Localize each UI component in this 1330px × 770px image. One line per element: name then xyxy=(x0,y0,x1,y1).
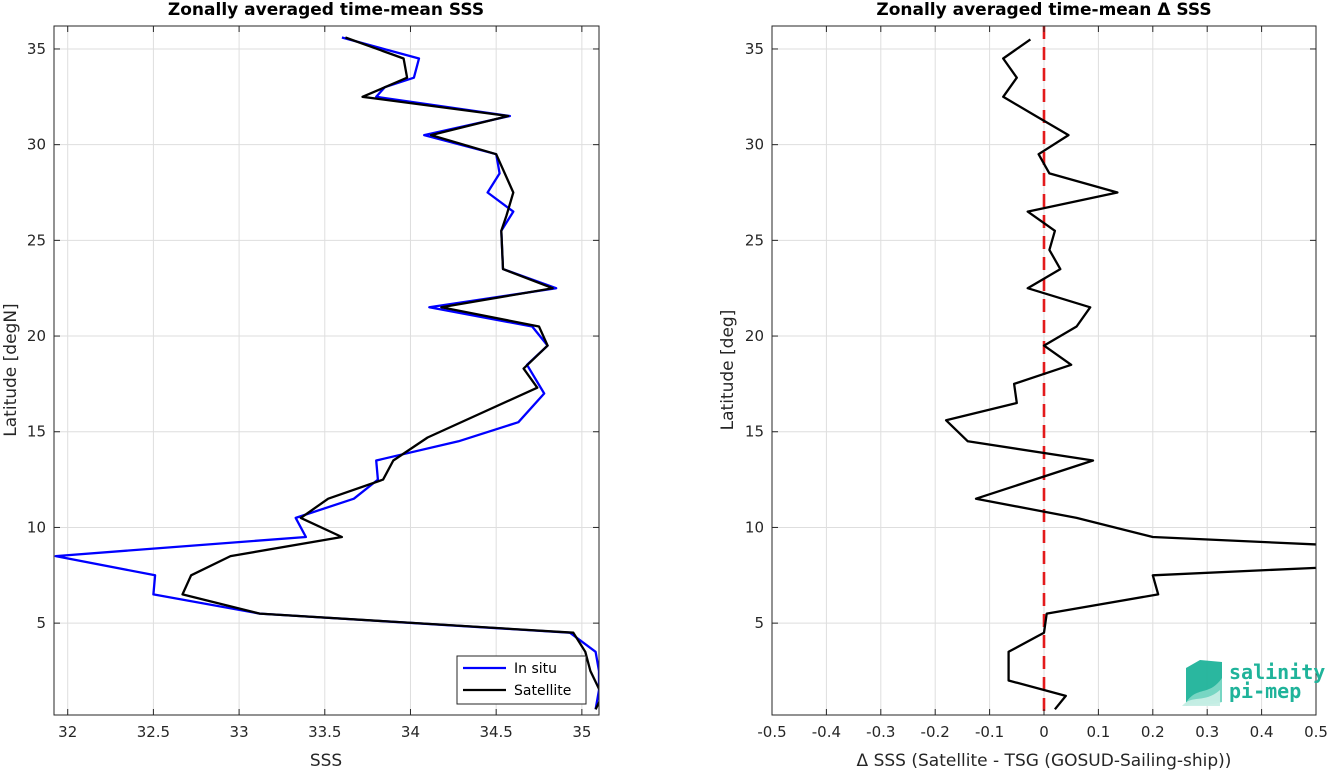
logo-text-line1: salinity xyxy=(1229,660,1325,684)
x-tick-label: 34 xyxy=(401,723,420,741)
x-tick-label: 34.5 xyxy=(479,723,512,741)
x-tick-label: 0.3 xyxy=(1195,723,1219,741)
y-tick-label: 35 xyxy=(745,40,764,58)
salinity-pi-mep-logo: salinity pi-mep xyxy=(1182,660,1325,706)
series-line-delta-sss xyxy=(944,38,1316,711)
y-tick-label: 15 xyxy=(745,423,764,441)
left-y-axis-label: Latitude [degN] xyxy=(1,303,21,436)
right-x-axis-label: Δ SSS (Satellite - TSG (GOSUD-Sailing-sh… xyxy=(857,751,1232,770)
right-y-axis-label: Latitude [deg] xyxy=(718,310,738,431)
y-tick-label: 5 xyxy=(754,614,764,632)
y-tick-label: 10 xyxy=(745,518,764,536)
y-tick-label: 25 xyxy=(27,231,46,249)
legend-label-in-situ: In situ xyxy=(514,661,557,677)
x-tick-label: 35 xyxy=(572,723,591,741)
x-tick-label: -0.4 xyxy=(812,723,841,741)
y-tick-label: 35 xyxy=(27,40,46,58)
delta-sss-chart: Zonally averaged time-mean Δ SSS -0.5 -0.… xyxy=(718,0,1328,770)
x-tick-label: -0.2 xyxy=(921,723,950,741)
y-tick-label: 20 xyxy=(27,327,46,345)
x-tick-label: 33 xyxy=(230,723,249,741)
right-series-group xyxy=(944,26,1316,715)
x-tick-label: -0.3 xyxy=(866,723,895,741)
y-tick-label: 30 xyxy=(27,136,46,154)
x-tick-label: 32.5 xyxy=(137,723,170,741)
left-series-group xyxy=(54,36,599,710)
x-tick-label: -0.5 xyxy=(757,723,786,741)
left-x-axis-label: SSS xyxy=(310,751,342,770)
legend-box xyxy=(456,655,587,705)
x-tick-label: 0.2 xyxy=(1141,723,1165,741)
wave-logo-icon xyxy=(1182,660,1222,706)
y-tick-label: 30 xyxy=(745,136,764,154)
right-chart-title: Zonally averaged time-mean Δ SSS xyxy=(876,0,1211,20)
sss-chart: Zonally averaged time-mean SSS 32 32.5 33 3… xyxy=(1,0,600,770)
legend: In situ Satellite xyxy=(456,655,587,705)
x-tick-label: 0.1 xyxy=(1086,723,1110,741)
x-tick-label: 0.5 xyxy=(1304,723,1328,741)
y-tick-label: 25 xyxy=(745,231,764,249)
legend-label-satellite: Satellite xyxy=(514,683,571,699)
x-tick-label: 33.5 xyxy=(308,723,341,741)
left-axes-box xyxy=(53,25,600,716)
y-tick-label: 10 xyxy=(27,518,46,536)
logo-text-line2: pi-mep xyxy=(1229,679,1301,703)
y-tick-label: 5 xyxy=(36,614,46,632)
left-grid xyxy=(54,26,599,715)
left-ticks: 32 32.5 33 33.5 34 34.5 35 5 10 15 20 25 30 35 xyxy=(27,26,599,741)
series-line-satellite xyxy=(181,36,599,710)
right-ticks: -0.5 -0.4 -0.3 -0.2 -0.1 0 0.1 0.2 0.3 0.4 0.5 5 10 1… xyxy=(745,26,1328,741)
x-tick-label: -0.1 xyxy=(975,723,1004,741)
left-chart-title: Zonally averaged time-mean SSS xyxy=(168,0,484,20)
y-tick-label: 20 xyxy=(745,327,764,345)
x-tick-label: 0 xyxy=(1039,723,1049,741)
x-tick-label: 32 xyxy=(58,723,77,741)
x-tick-label: 0.4 xyxy=(1250,723,1274,741)
y-tick-label: 15 xyxy=(27,423,46,441)
